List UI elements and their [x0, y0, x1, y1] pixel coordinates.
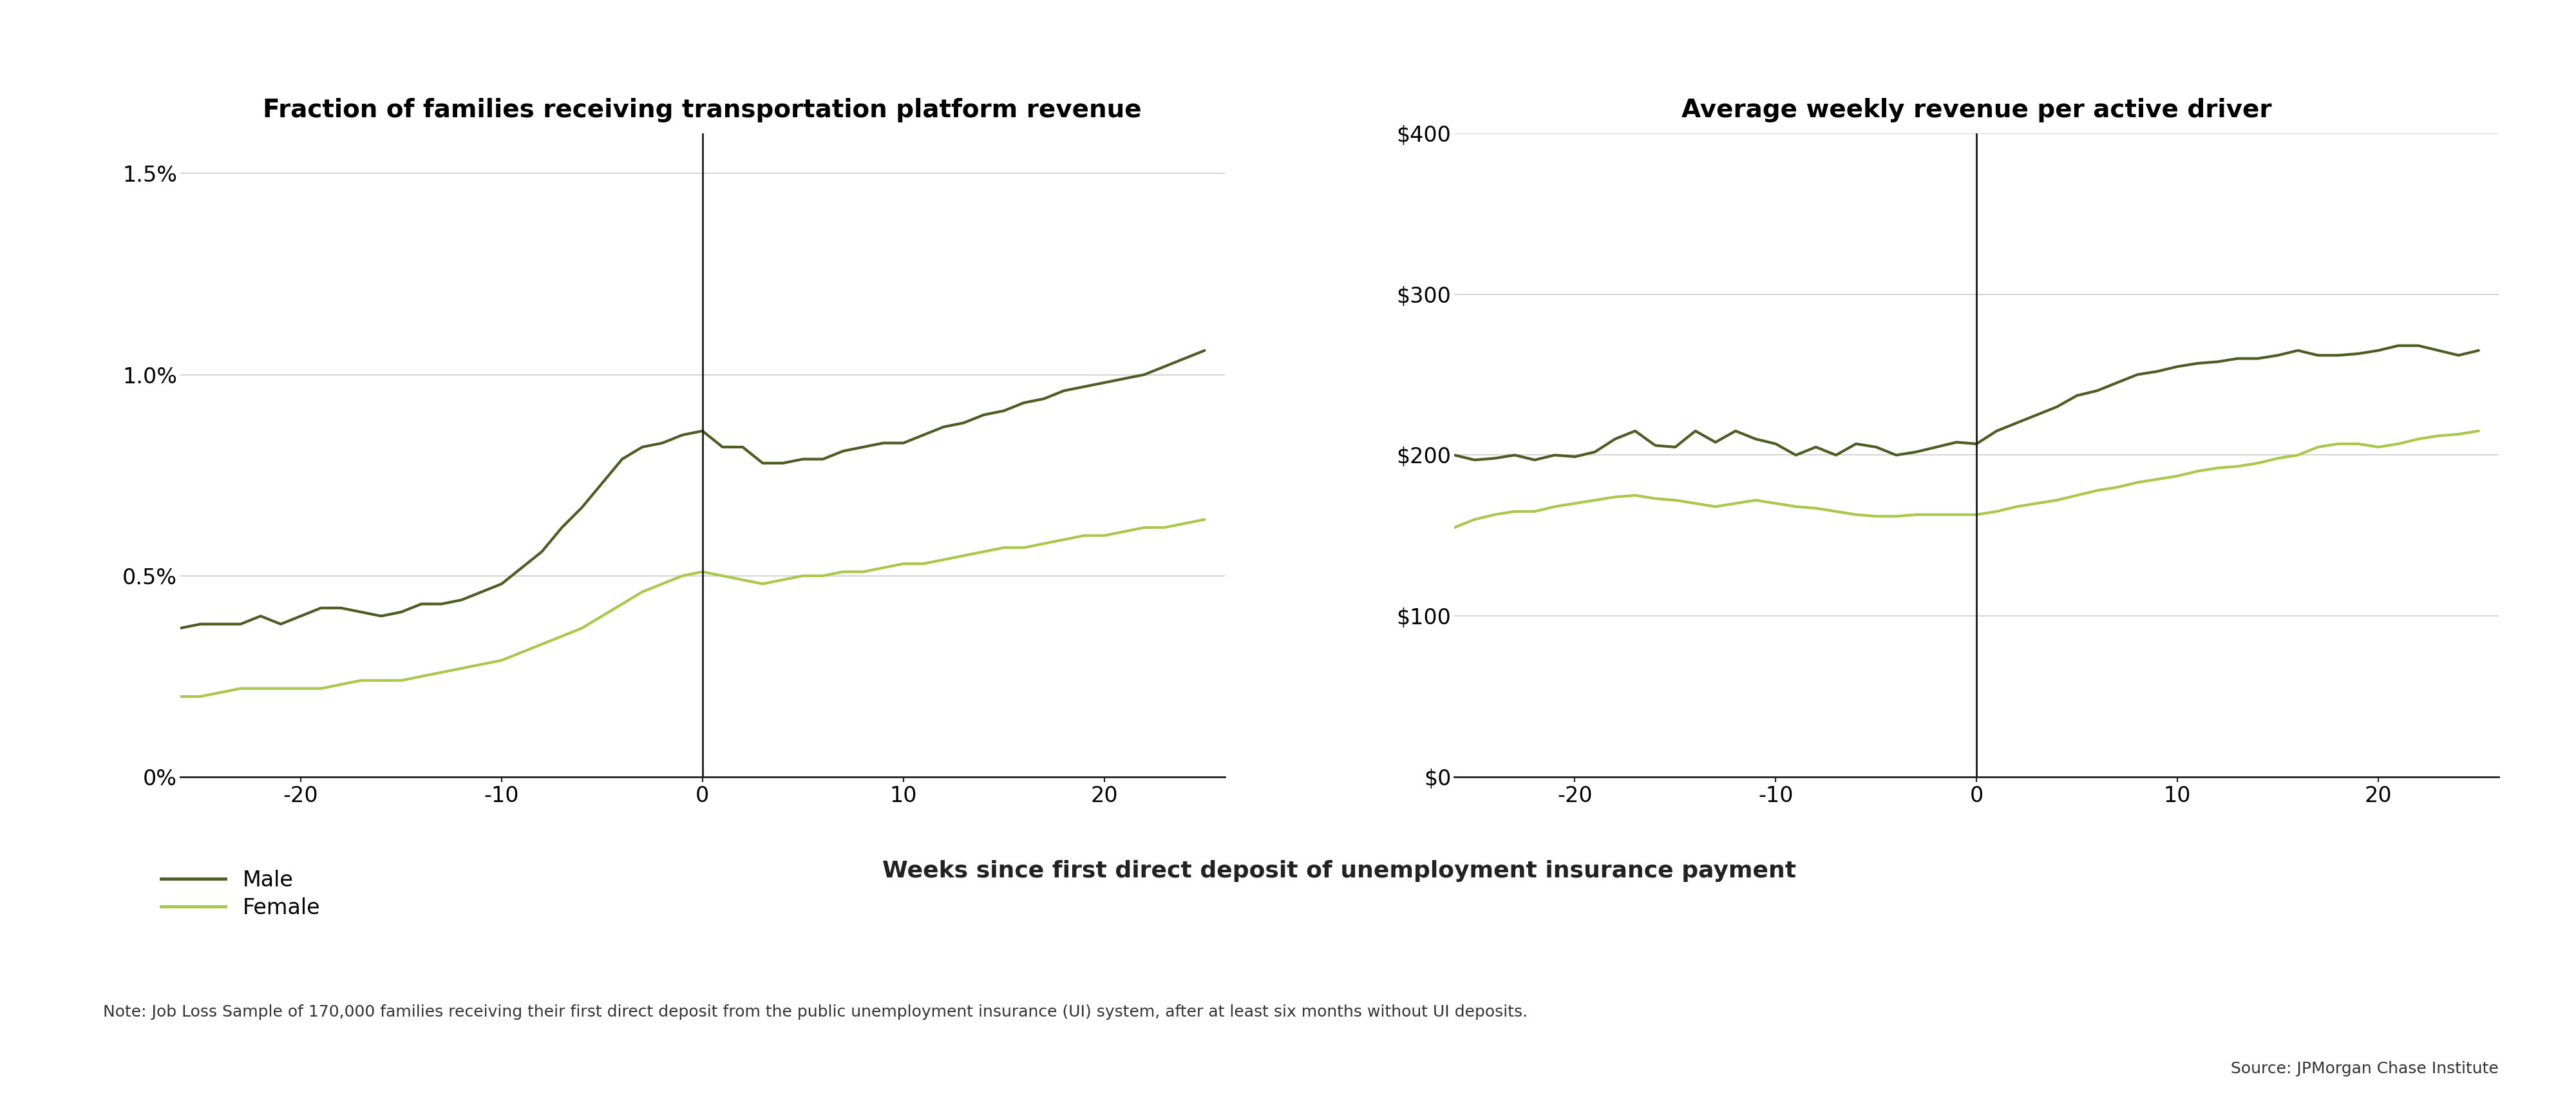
Text: Source: JPMorgan Chase Institute: Source: JPMorgan Chase Institute — [2231, 1061, 2499, 1077]
Legend: Male, Female: Male, Female — [152, 861, 330, 927]
Title: Average weekly revenue per active driver: Average weekly revenue per active driver — [1682, 98, 2272, 122]
Text: Weeks since first direct deposit of unemployment insurance payment: Weeks since first direct deposit of unem… — [884, 860, 1795, 882]
Title: Fraction of families receiving transportation platform revenue: Fraction of families receiving transport… — [263, 98, 1141, 122]
Text: Note: Job Loss Sample of 170,000 families receiving their first direct deposit f: Note: Job Loss Sample of 170,000 familie… — [103, 1005, 1528, 1020]
